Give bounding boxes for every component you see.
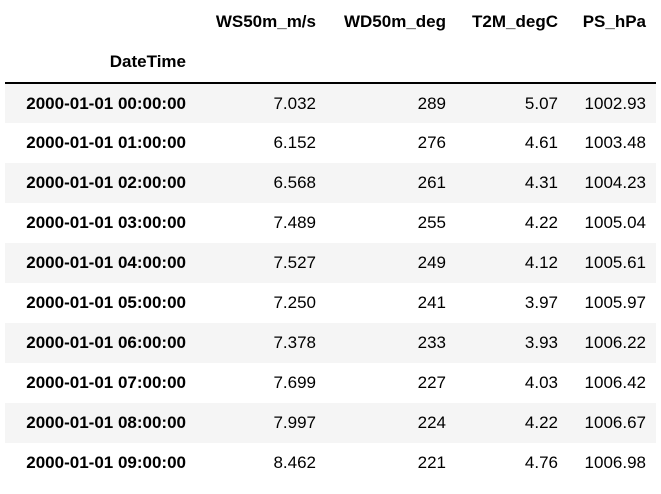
- wd50m-cell: 276: [417, 133, 446, 152]
- table-row: 2000-01-01 05:00:00 7.250 241 3.97 1005.…: [5, 283, 656, 323]
- ws50m-cell: 7.997: [273, 413, 316, 432]
- t2m-cell: 5.07: [524, 93, 558, 113]
- ws50m-cell: 7.250: [273, 293, 316, 312]
- index-name-spacer: [326, 42, 456, 84]
- column-header-t2m: T2M_degC: [472, 12, 558, 31]
- t2m-cell: 4.12: [524, 253, 558, 272]
- ps-cell: 1004.23: [584, 173, 646, 192]
- index-name-header: DateTime: [5, 42, 196, 84]
- wd50m-cell: 249: [417, 253, 446, 272]
- column-header-wd50m: WD50m_deg: [343, 12, 446, 31]
- wd50m-cell: 241: [417, 293, 446, 312]
- wd50m-cell: 233: [417, 333, 446, 352]
- row-index-cell: 2000-01-01 03:00:00: [26, 213, 186, 232]
- ps-cell: 1006.42: [584, 373, 646, 392]
- ws50m-cell: 7.527: [273, 253, 316, 272]
- row-index-cell: 2000-01-01 09:00:00: [26, 453, 186, 472]
- row-index-cell: 2000-01-01 07:00:00: [26, 373, 186, 392]
- column-header-ws50m: WS50m_m/s: [215, 12, 316, 31]
- dataframe-table: WS50m_m/s WD50m_deg T2M_degC PS_hPa Date…: [5, 0, 656, 483]
- table-row: 2000-01-01 07:00:00 7.699 227 4.03 1006.…: [5, 363, 656, 403]
- ws50m-cell: 7.378: [273, 333, 316, 352]
- index-name-row: DateTime: [5, 42, 656, 84]
- wd50m-cell: 261: [417, 173, 446, 192]
- ws50m-cell: 7.032: [273, 93, 316, 113]
- index-name-spacer: [196, 42, 326, 84]
- index-name-spacer: [568, 42, 656, 84]
- row-index-cell: 2000-01-01 06:00:00: [26, 333, 186, 352]
- ps-cell: 1006.22: [584, 333, 646, 352]
- table-header: WS50m_m/s WD50m_deg T2M_degC PS_hPa Date…: [5, 0, 656, 84]
- column-header-ps: PS_hPa: [582, 12, 646, 31]
- ps-cell: 1005.04: [584, 213, 646, 232]
- table-body: 2000-01-01 00:00:00 7.032 289 5.07 1002.…: [5, 83, 656, 483]
- ws50m-cell: 7.489: [273, 213, 316, 232]
- row-index-cell: 2000-01-01 01:00:00: [26, 133, 186, 152]
- ws50m-cell: 7.699: [273, 373, 316, 392]
- table-row: 2000-01-01 06:00:00 7.378 233 3.93 1006.…: [5, 323, 656, 363]
- ps-cell: 1006.98: [584, 453, 646, 472]
- t2m-cell: 4.03: [524, 373, 558, 392]
- wd50m-cell: 255: [417, 213, 446, 232]
- ws50m-cell: 8.462: [273, 453, 316, 472]
- row-index-cell: 2000-01-01 00:00:00: [26, 93, 186, 113]
- wd50m-cell: 227: [417, 373, 446, 392]
- t2m-cell: 3.97: [524, 293, 558, 312]
- table-row: 2000-01-01 02:00:00 6.568 261 4.31 1004.…: [5, 163, 656, 203]
- ws50m-cell: 6.152: [273, 133, 316, 152]
- column-header-row: WS50m_m/s WD50m_deg T2M_degC PS_hPa: [5, 0, 656, 42]
- row-index-cell: 2000-01-01 04:00:00: [26, 253, 186, 272]
- table-row: 2000-01-01 03:00:00 7.489 255 4.22 1005.…: [5, 203, 656, 243]
- ps-cell: 1002.93: [584, 93, 646, 113]
- t2m-cell: 4.61: [524, 133, 558, 152]
- t2m-cell: 3.93: [524, 333, 558, 352]
- wd50m-cell: 221: [417, 453, 446, 472]
- table-row: 2000-01-01 01:00:00 6.152 276 4.61 1003.…: [5, 123, 656, 163]
- t2m-cell: 4.22: [524, 413, 558, 432]
- t2m-cell: 4.31: [524, 173, 558, 192]
- table-row: 2000-01-01 09:00:00 8.462 221 4.76 1006.…: [5, 443, 656, 483]
- index-name-spacer: [456, 42, 568, 84]
- table-row: 2000-01-01 08:00:00 7.997 224 4.22 1006.…: [5, 403, 656, 443]
- table-row: 2000-01-01 04:00:00 7.527 249 4.12 1005.…: [5, 243, 656, 283]
- row-index-cell: 2000-01-01 02:00:00: [26, 173, 186, 192]
- index-corner-cell: [5, 0, 196, 42]
- row-index-cell: 2000-01-01 05:00:00: [26, 293, 186, 312]
- ps-cell: 1005.97: [584, 293, 646, 312]
- wd50m-cell: 289: [417, 93, 446, 113]
- row-index-cell: 2000-01-01 08:00:00: [26, 413, 186, 432]
- ps-cell: 1005.61: [584, 253, 646, 272]
- table-row: 2000-01-01 00:00:00 7.032 289 5.07 1002.…: [5, 83, 656, 123]
- ps-cell: 1003.48: [584, 133, 646, 152]
- t2m-cell: 4.22: [524, 213, 558, 232]
- ws50m-cell: 6.568: [273, 173, 316, 192]
- ps-cell: 1006.67: [584, 413, 646, 432]
- t2m-cell: 4.76: [524, 453, 558, 472]
- wd50m-cell: 224: [417, 413, 446, 432]
